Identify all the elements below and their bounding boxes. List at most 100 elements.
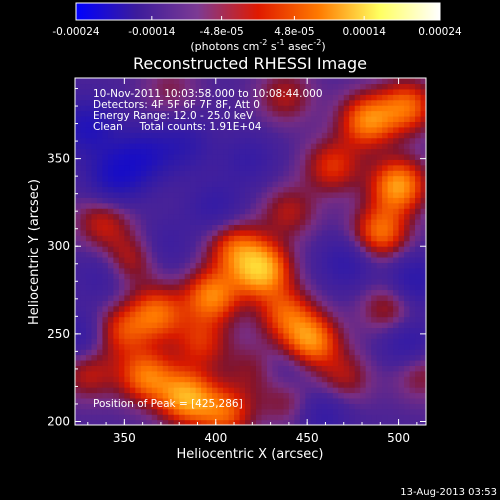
heatmap-cell (409, 305, 416, 312)
heatmap-cell (184, 278, 191, 285)
heatmap-cell (376, 153, 383, 160)
heatmap-cell (316, 83, 323, 90)
heatmap-cell (129, 88, 136, 95)
heatmap-cell (118, 284, 125, 291)
heatmap-cell (135, 121, 142, 128)
heatmap-cell (151, 403, 158, 410)
heatmap-cell (398, 229, 405, 236)
heatmap-cell (365, 262, 372, 269)
heatmap-cell (266, 289, 274, 296)
heatmap-cell (201, 376, 208, 383)
heatmap-cell (305, 267, 312, 274)
heatmap-cell (365, 105, 372, 112)
heatmap-cell (316, 408, 323, 415)
heatmap-cell (332, 397, 339, 404)
heatmap-cell (398, 99, 405, 106)
heatmap-cell (277, 159, 285, 166)
heatmap-cell (223, 132, 230, 139)
heatmap-cell (261, 164, 268, 171)
heatmap-cell (338, 105, 345, 112)
heatmap-cell (387, 164, 394, 171)
heatmap-cell (382, 153, 389, 160)
heatmap-cell (157, 115, 164, 122)
heatmap-cell (96, 143, 104, 150)
heatmap-cell (157, 246, 164, 253)
heatmap-cell (277, 105, 285, 112)
heatmap-cell (360, 289, 367, 296)
heatmap-cell (288, 327, 295, 334)
heatmap-cell (321, 159, 328, 166)
heatmap-cell (85, 311, 93, 318)
heatmap-cell (277, 121, 285, 128)
heatmap-cell (349, 305, 356, 312)
heatmap-cell (107, 397, 114, 404)
heatmap-cell (398, 235, 405, 242)
heatmap-cell (349, 365, 356, 372)
heatmap-cell (168, 376, 175, 383)
heatmap-cell (146, 289, 153, 296)
heatmap-cell (129, 94, 136, 101)
heatmap-cell (140, 153, 147, 160)
heatmap-cell (206, 338, 213, 345)
heatmap-cell (206, 381, 213, 388)
heatmap-cell (212, 202, 219, 209)
heatmap-cell (327, 387, 334, 394)
heatmap-cell (338, 349, 345, 356)
heatmap-cell (75, 408, 82, 415)
heatmap-cell (234, 88, 241, 95)
heatmap-cell (234, 284, 241, 291)
heatmap-cell (75, 246, 82, 253)
heatmap-cell (135, 403, 142, 410)
heatmap-cell (124, 256, 131, 263)
heatmap-cell (80, 349, 87, 356)
heatmap-cell (387, 105, 394, 112)
heatmap-cell (277, 208, 285, 215)
heatmap-cell (124, 321, 131, 329)
heatmap-cell (157, 240, 164, 247)
heatmap-cell (118, 208, 125, 215)
heatmap-cell (343, 311, 350, 318)
heatmap-cell (201, 115, 208, 122)
heatmap-cell (75, 164, 82, 171)
heatmap-cell (365, 229, 372, 236)
heatmap-cell (91, 403, 98, 410)
heatmap-cell (316, 256, 323, 263)
heatmap-cell (245, 381, 252, 388)
heatmap-cell (195, 354, 202, 361)
heatmap-cell (96, 213, 104, 220)
heatmap-cell (305, 278, 312, 285)
heatmap-cell (283, 175, 290, 182)
heatmap-cell (184, 289, 191, 296)
heatmap-cell (80, 338, 87, 345)
heatmap-cell (234, 218, 241, 225)
heatmap-cell (261, 262, 268, 269)
heatmap-cell (179, 262, 186, 269)
heatmap-cell (305, 397, 312, 404)
heatmap-cell (245, 159, 252, 166)
heatmap-cell (113, 83, 120, 90)
heatmap-cell (272, 359, 279, 366)
heatmap-cell (173, 392, 180, 399)
heatmap-cell (168, 148, 175, 155)
heatmap-cell (294, 224, 301, 231)
heatmap-cell (299, 370, 306, 377)
heatmap-cell (118, 316, 125, 323)
heatmap-cell (343, 191, 350, 198)
heatmap-cell (398, 311, 405, 318)
heatmap-cell (80, 321, 87, 329)
heatmap-cell (349, 110, 356, 117)
heatmap-cell (272, 300, 279, 307)
heatmap-cell (310, 284, 317, 291)
heatmap-cell (190, 359, 197, 366)
heatmap-cell (96, 327, 104, 334)
heatmap-cell (382, 343, 389, 350)
heatmap-cell (80, 191, 87, 198)
heatmap-cell (294, 240, 301, 247)
heatmap-cell (305, 94, 312, 101)
heatmap-cell (316, 300, 323, 307)
heatmap-cell (190, 115, 197, 122)
heatmap-cell (343, 332, 350, 339)
heatmap-cell (277, 191, 285, 198)
heatmap-cell (135, 110, 142, 117)
heatmap-cell (272, 115, 279, 122)
